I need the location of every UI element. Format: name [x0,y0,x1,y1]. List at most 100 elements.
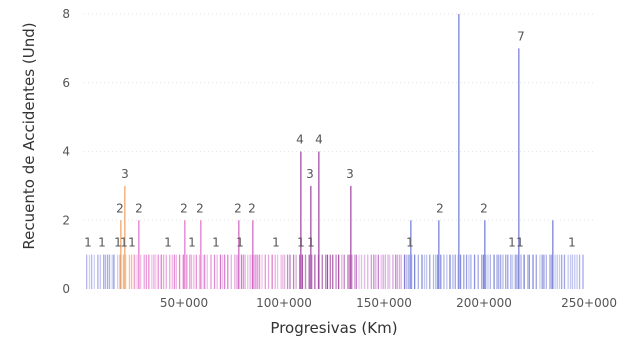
bar[interactable] [128,254,131,289]
bar[interactable] [249,254,251,289]
bar[interactable] [86,254,88,289]
bar[interactable] [578,254,581,289]
bar[interactable] [242,254,245,289]
bar[interactable] [130,254,133,289]
bar[interactable] [125,254,127,289]
bar[interactable] [510,254,512,289]
bar[interactable] [373,254,375,289]
bar[interactable] [238,220,240,289]
bar[interactable] [284,254,286,289]
bar[interactable] [507,254,509,289]
bar[interactable] [280,254,282,289]
bar[interactable] [354,254,356,289]
bar[interactable] [264,254,266,289]
bar[interactable] [350,185,352,289]
bar[interactable] [253,254,255,289]
bar[interactable] [289,254,291,289]
bar[interactable] [155,254,157,289]
bar[interactable] [171,254,173,289]
bar[interactable] [528,254,530,289]
bar[interactable] [526,254,529,289]
bar[interactable] [234,254,236,289]
bar[interactable] [186,254,188,289]
bar[interactable] [206,254,208,289]
bar[interactable] [195,254,197,289]
bar[interactable] [539,254,541,289]
bar[interactable] [458,14,460,289]
bar[interactable] [516,254,518,289]
bar[interactable] [443,254,445,289]
bar[interactable] [335,254,337,289]
bar[interactable] [377,254,379,289]
bar[interactable] [138,220,140,289]
bar[interactable] [216,254,218,289]
bar[interactable] [106,254,109,289]
bar[interactable] [396,254,399,289]
bar[interactable] [558,254,561,289]
bar[interactable] [505,254,507,289]
bar[interactable] [300,151,302,290]
bar[interactable] [148,254,150,289]
bar[interactable] [198,254,201,289]
bar[interactable] [347,254,349,289]
bar[interactable] [545,254,547,289]
bar[interactable] [169,254,171,289]
bar[interactable] [116,254,119,289]
bar[interactable] [571,254,574,289]
bar[interactable] [90,254,93,289]
bar[interactable] [227,254,229,289]
bar[interactable] [395,254,397,289]
bar[interactable] [108,254,111,289]
bar[interactable] [282,254,284,289]
bar[interactable] [151,254,153,289]
bar[interactable] [551,254,553,289]
bar[interactable] [247,254,249,289]
bar[interactable] [257,254,259,289]
bar[interactable] [358,254,360,289]
bar[interactable] [554,254,556,289]
bar[interactable] [360,254,363,289]
bar[interactable] [477,254,479,289]
bar[interactable] [465,254,468,289]
bar[interactable] [363,254,366,289]
bar[interactable] [375,254,377,289]
bar[interactable] [518,48,520,289]
bar[interactable] [103,254,105,289]
bar[interactable] [304,254,307,289]
bar[interactable] [425,254,428,289]
bar[interactable] [435,254,437,289]
bar[interactable] [299,254,301,289]
bar[interactable] [484,220,486,289]
bar[interactable] [261,254,263,289]
bar[interactable] [271,254,273,289]
bar[interactable] [549,254,551,289]
bar[interactable] [567,254,569,289]
bar[interactable] [485,254,487,289]
bar[interactable] [389,254,391,289]
bar[interactable] [473,254,476,289]
bar[interactable] [563,254,566,289]
bar[interactable] [113,254,115,289]
bar[interactable] [314,254,316,289]
bar[interactable] [122,254,125,289]
bar[interactable] [574,254,576,289]
bar[interactable] [124,185,126,289]
bar[interactable] [493,254,495,289]
bar[interactable] [162,254,165,289]
bar[interactable] [204,254,206,289]
bar[interactable] [311,254,313,289]
bar[interactable] [489,254,491,289]
bar[interactable] [411,254,413,289]
bar[interactable] [423,254,426,289]
bar[interactable] [532,254,534,289]
bar[interactable] [438,220,440,289]
bar[interactable] [252,220,254,289]
bar[interactable] [111,254,113,289]
bar[interactable] [514,254,516,289]
bar[interactable] [500,254,502,289]
bar[interactable] [213,254,216,289]
bar[interactable] [184,220,186,289]
bar[interactable] [520,254,522,289]
bar[interactable] [452,254,454,289]
bar[interactable] [404,254,406,289]
